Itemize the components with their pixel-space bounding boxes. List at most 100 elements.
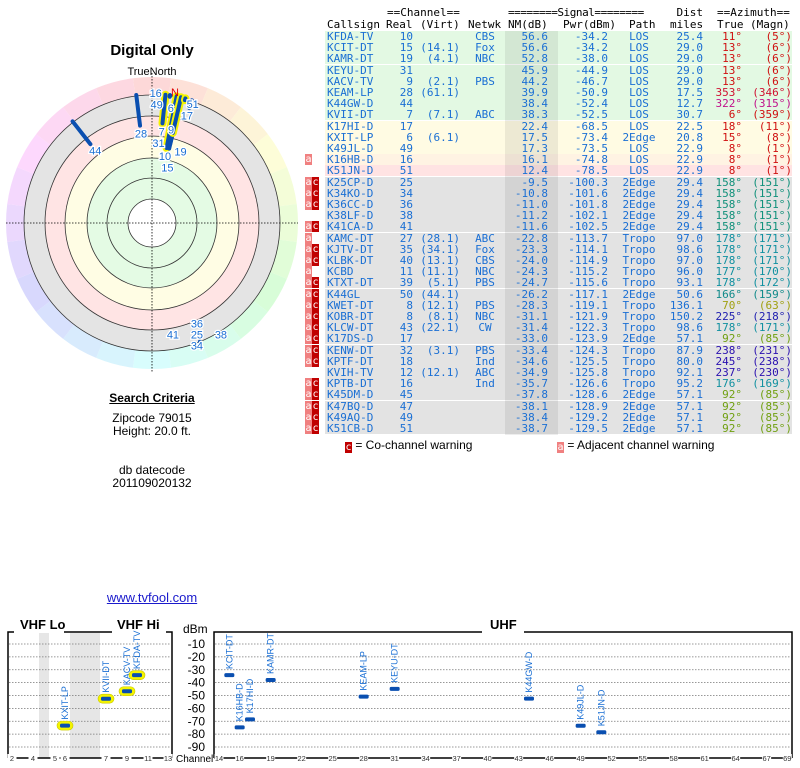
azimuth-true: 158° xyxy=(715,175,743,189)
virtual-channel xyxy=(415,165,460,176)
table-row[interactable]: KLBK-DT 40 (13.1) CBS -24.0 -114.9 Tropo 97.0 17… xyxy=(325,255,792,267)
nm-column-shade xyxy=(505,288,558,301)
table-row[interactable]: KENW-DT 32 (3.1) PBS -33.4 -124.3 Tropo 87.9 238… xyxy=(325,343,792,357)
nm-column-shade xyxy=(505,154,558,167)
power: -115.2 xyxy=(568,265,608,279)
real-channel: 18 xyxy=(399,354,413,368)
power: -123.9 xyxy=(568,332,608,346)
table-row[interactable]: K38LF-D 38 -11.2 -102.1 2Edge 29.4 158° (151°) xyxy=(325,209,792,223)
channel-tick-label: 4 xyxy=(31,754,35,763)
table-row[interactable]: KFDA-TV 10 CBS 56.6 -34.2 LOS 25.4 11° (5°) xyxy=(325,31,792,43)
real-channel: 50 xyxy=(399,287,413,301)
azimuth-magnetic: (85°) xyxy=(758,388,792,402)
path: Tropo xyxy=(622,377,656,391)
vhf-lo-label: VHF Lo xyxy=(20,617,66,632)
noise-margin: 45.9 xyxy=(521,63,549,77)
network: CBS xyxy=(475,30,495,43)
virtual-channel: (61.1) xyxy=(420,86,460,99)
nm-column-shade xyxy=(505,31,558,43)
tvfool-link[interactable]: www.tvfool.com xyxy=(106,590,198,605)
azimuth-true: 11° xyxy=(722,30,742,43)
table-row[interactable]: KXIT-LP 6 (6.1) 17.5 -73.4 2Edge 20.8 15° (8°) xyxy=(325,131,792,144)
table-row[interactable]: KEYU-DT 31 45.9 -44.9 LOS 29.0 13° (6°) xyxy=(325,63,792,77)
table-row[interactable]: KCBD 11 (11.1) NBC -24.3 -115.2 Tropo 96.0 177° (… xyxy=(325,265,792,279)
adjacent-warning-icon: a xyxy=(305,243,312,255)
noise-margin: -34.9 xyxy=(514,366,548,379)
noise-margin: -33.4 xyxy=(514,343,548,357)
table-row[interactable]: K49AQ-D 49 -38.4 -129.2 2Edge 57.1 92° (85°) xyxy=(325,411,792,424)
path: LOS xyxy=(629,63,649,77)
noise-margin: 22.4 xyxy=(521,119,549,133)
channel-tick-label: 11 xyxy=(144,754,152,763)
station-channel-label: 36 xyxy=(191,318,203,330)
virtual-channel xyxy=(415,333,460,344)
table-row[interactable]: KWET-DT 8 (12.1) PBS -28.3 -119.1 Tropo 136.1 70… xyxy=(325,298,792,312)
co-channel-warning-icon: c xyxy=(312,277,319,289)
magnetic-north-marker: N xyxy=(171,87,179,99)
uhf-frame xyxy=(213,631,793,758)
table-row[interactable]: KEAM-LP 28 (61.1) 39.9 -50.9 LOS 17.5 353° (346°… xyxy=(325,87,792,99)
network: ABC xyxy=(475,231,495,245)
tick-label-bg xyxy=(452,754,462,762)
real-channel: 47 xyxy=(399,399,413,413)
station-channel-label: 34 xyxy=(191,340,203,352)
network xyxy=(467,423,503,434)
virtual-channel: (4.1) xyxy=(426,52,460,66)
nm-column-shade xyxy=(505,232,558,245)
noise-margin: -11.6 xyxy=(514,220,548,234)
real-channel: 16 xyxy=(399,153,413,167)
azimuth-true: 13° xyxy=(722,52,742,66)
azimuth-true: 322° xyxy=(715,97,743,111)
station-dot xyxy=(198,339,202,344)
noise-margin: -11.2 xyxy=(514,209,548,223)
table-row[interactable]: K49JL-D 49 17.3 -73.5 LOS 22.9 8° (1°) xyxy=(325,143,792,155)
nm-column-shade xyxy=(505,333,558,346)
header-netwk: Netwk xyxy=(468,18,502,31)
table-row[interactable]: KVII-DT 7 (7.1) ABC 38.3 -52.5 LOS 30.7 6° (359°) xyxy=(325,108,792,122)
path: Tropo xyxy=(622,231,656,245)
table-row[interactable]: K47BQ-D 47 -38.1 -128.9 2Edge 57.1 92° (85°) xyxy=(325,399,792,413)
adjacent-warning-icon: a xyxy=(305,221,312,233)
search-criteria-heading-text: Search Criteria xyxy=(109,391,195,405)
station-callsign-label: KFDA-TV xyxy=(132,631,142,670)
station-channel-label: 17 xyxy=(181,111,193,123)
table-row[interactable]: K16HB-D 16 16.1 -74.8 LOS 22.9 8° (1°) xyxy=(325,153,792,167)
callsign: KTXT-DT xyxy=(327,276,374,290)
azimuth-magnetic: (85°) xyxy=(758,399,792,413)
network: CBS xyxy=(475,254,495,267)
network xyxy=(467,289,503,300)
station-channel-label: 25 xyxy=(191,329,203,341)
callsign: KOBR-DT xyxy=(327,310,374,323)
nm-column-shade xyxy=(505,266,558,279)
table-row[interactable]: K44GW-D 44 38.4 -52.4 LOS 12.7 322° (315°) xyxy=(325,97,792,111)
callsign: KWET-DT xyxy=(327,298,374,312)
dbm-tick-label: -70 xyxy=(188,714,206,728)
table-row[interactable]: KTXT-DT 39 (5.1) PBS -24.7 -115.6 Tropo 93.1 178… xyxy=(325,276,792,290)
real-channel: 49 xyxy=(399,142,413,155)
station-channel-label: 38 xyxy=(215,329,227,341)
header-path: Path xyxy=(629,18,656,31)
network xyxy=(467,389,503,400)
table-row[interactable]: K36CC-D 36 -11.0 -101.8 2Edge 29.4 158° (151°) xyxy=(325,199,792,211)
distance: 97.0 xyxy=(676,254,704,267)
virtual-channel xyxy=(415,401,460,412)
distance: 92.1 xyxy=(676,366,704,379)
nm-column-shade xyxy=(505,199,558,211)
table-row[interactable]: KPTF-DT 18 Ind -34.6 -125.5 Tropo 80.0 245° (238… xyxy=(325,354,792,368)
station-callsign-label: K44GW-D xyxy=(524,651,534,692)
adjacent-warning-icon: a xyxy=(305,199,312,210)
table-row[interactable]: KOBR-DT 8 (8.1) NBC -31.1 -121.9 Tropo 150.2 225… xyxy=(325,311,792,323)
distance: 22.9 xyxy=(676,153,704,167)
table-row[interactable]: K51JN-D 51 12.4 -78.5 LOS 22.9 8° (1°) xyxy=(325,165,792,178)
distance: 87.9 xyxy=(676,343,704,357)
virtual-channel xyxy=(415,121,460,132)
azimuth-magnetic: (151°) xyxy=(752,220,792,234)
distance: 80.0 xyxy=(676,354,704,368)
virtual-channel: (7.1) xyxy=(426,108,460,122)
table-row[interactable]: K51CB-D 51 -38.7 -129.5 2Edge 57.1 92° (85°) xyxy=(325,423,792,435)
co-channel-warning-icon: c xyxy=(312,355,319,367)
tick-label-bg xyxy=(576,754,586,762)
channel-tick-label: 40 xyxy=(483,754,491,763)
header-callsign: Callsign xyxy=(327,18,380,31)
nm-column-shade xyxy=(505,322,558,335)
